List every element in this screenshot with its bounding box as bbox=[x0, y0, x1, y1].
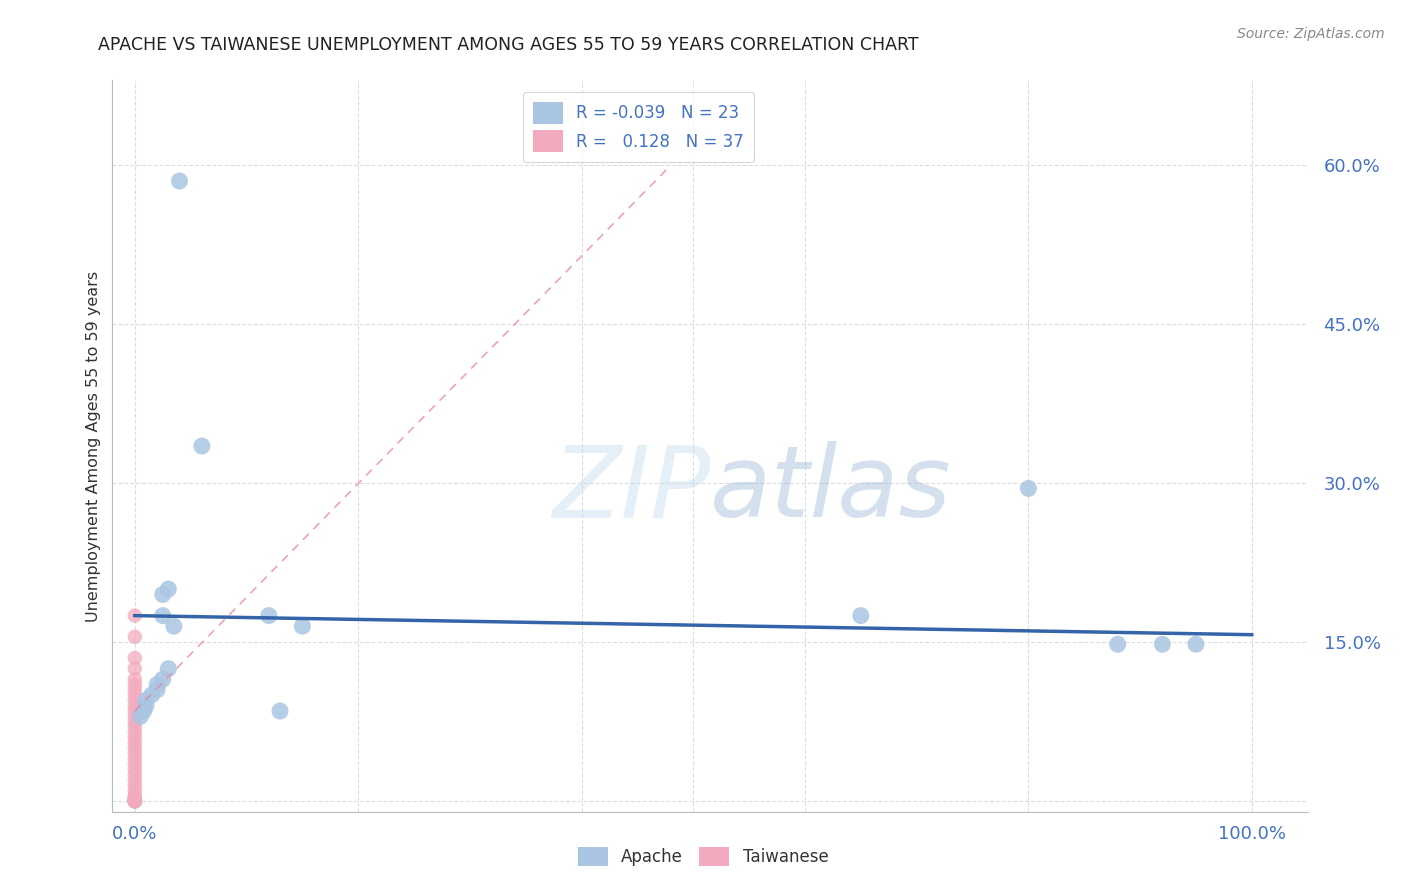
Point bbox=[124, 747, 146, 761]
Text: Source: ZipAtlas.com: Source: ZipAtlas.com bbox=[1237, 27, 1385, 41]
Point bbox=[124, 651, 146, 665]
Point bbox=[124, 794, 146, 808]
Point bbox=[163, 619, 186, 633]
Point bbox=[129, 709, 152, 723]
Point bbox=[124, 762, 146, 776]
Point bbox=[124, 794, 146, 808]
Point bbox=[124, 757, 146, 772]
Point bbox=[152, 587, 174, 601]
Point bbox=[124, 783, 146, 797]
Point bbox=[146, 682, 169, 697]
Point bbox=[291, 619, 314, 633]
Point bbox=[124, 662, 146, 676]
Point bbox=[124, 767, 146, 781]
Point bbox=[124, 736, 146, 750]
Point bbox=[124, 794, 146, 808]
Point bbox=[124, 778, 146, 792]
Point bbox=[124, 725, 146, 739]
Point bbox=[124, 731, 146, 745]
Point bbox=[124, 714, 146, 729]
Point bbox=[124, 794, 146, 808]
Point bbox=[849, 608, 872, 623]
Point bbox=[124, 672, 146, 686]
Point bbox=[124, 704, 146, 718]
Point bbox=[124, 789, 146, 803]
Point bbox=[124, 630, 146, 644]
Point bbox=[124, 698, 146, 713]
Point bbox=[124, 772, 146, 787]
Point bbox=[152, 608, 174, 623]
Point bbox=[157, 582, 180, 596]
Text: atlas: atlas bbox=[710, 442, 952, 539]
Point bbox=[1152, 637, 1174, 651]
Point bbox=[1185, 637, 1208, 651]
Point bbox=[269, 704, 291, 718]
Point bbox=[124, 741, 146, 756]
Point bbox=[124, 682, 146, 697]
Point bbox=[124, 693, 146, 707]
Point bbox=[135, 698, 157, 713]
Text: ZIP: ZIP bbox=[551, 442, 710, 539]
Point bbox=[124, 794, 146, 808]
Point bbox=[1107, 637, 1129, 651]
Point bbox=[124, 794, 146, 808]
Point bbox=[124, 688, 146, 702]
Point bbox=[124, 677, 146, 691]
Point bbox=[124, 791, 146, 805]
Y-axis label: Unemployment Among Ages 55 to 59 years: Unemployment Among Ages 55 to 59 years bbox=[86, 270, 101, 622]
Point bbox=[141, 688, 163, 702]
Point bbox=[124, 709, 146, 723]
Point bbox=[132, 704, 155, 718]
Point bbox=[124, 792, 146, 806]
Point bbox=[124, 608, 146, 623]
Point bbox=[191, 439, 214, 453]
Point bbox=[152, 672, 174, 686]
Point bbox=[146, 677, 169, 691]
Point bbox=[124, 720, 146, 734]
Point bbox=[124, 794, 146, 808]
Point bbox=[135, 693, 157, 707]
Legend: R = -0.039   N = 23, R =   0.128   N = 37: R = -0.039 N = 23, R = 0.128 N = 37 bbox=[523, 92, 754, 161]
Point bbox=[1017, 482, 1039, 496]
Text: APACHE VS TAIWANESE UNEMPLOYMENT AMONG AGES 55 TO 59 YEARS CORRELATION CHART: APACHE VS TAIWANESE UNEMPLOYMENT AMONG A… bbox=[98, 36, 920, 54]
Point bbox=[257, 608, 280, 623]
Legend: Apache, Taiwanese: Apache, Taiwanese bbox=[571, 840, 835, 873]
Point bbox=[169, 174, 191, 188]
Point bbox=[124, 752, 146, 766]
Point bbox=[157, 662, 180, 676]
Point bbox=[124, 793, 146, 807]
